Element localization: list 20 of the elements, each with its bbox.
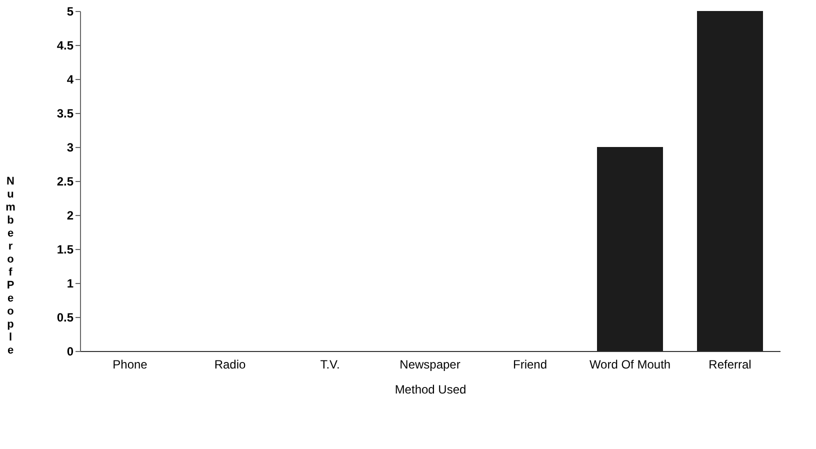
y-tick-label: 1 [66, 276, 74, 290]
x-tick-label: T.V. [320, 358, 340, 372]
x-tick-label: Radio [214, 358, 246, 372]
x-axis-title: Method Used [394, 382, 466, 396]
y-tick-label: 3 [66, 140, 74, 154]
x-tick-label: Phone [112, 358, 148, 372]
x-tick-label: Friend [512, 358, 548, 372]
y-tick-label: 3.5 [56, 106, 74, 120]
x-tick-label: Newspaper [400, 358, 460, 372]
y-tick-label: 4 [66, 72, 74, 86]
y-tick-label: 0 [66, 344, 74, 358]
x-tick-label: Word Of Mouth [589, 358, 671, 372]
text: Number of People [6, 176, 16, 356]
y-tick-label: 2 [66, 208, 74, 222]
y-tick-label: 1.5 [56, 242, 74, 256]
x-tick-label: Referral [708, 358, 752, 372]
y-tick-label: 0.5 [56, 310, 74, 324]
y-tick-label: 2.5 [56, 174, 74, 188]
y-tick-label: 4.5 [56, 38, 74, 52]
y-tick-label: 5 [66, 4, 74, 18]
